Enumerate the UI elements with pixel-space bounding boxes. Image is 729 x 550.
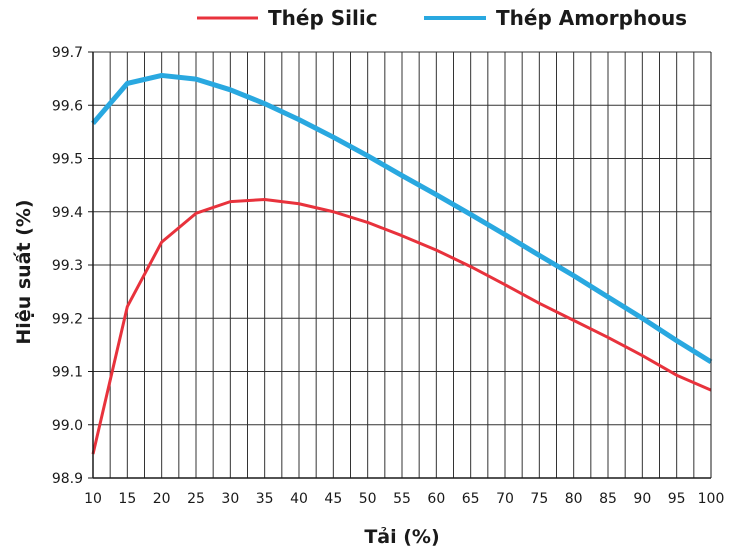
x-tick-label: 95 xyxy=(668,491,686,507)
y-tick-label: 99.3 xyxy=(52,258,83,274)
x-tick-label: 20 xyxy=(153,491,171,507)
legend: Thép Silic Thép Amorphous xyxy=(197,6,687,30)
x-tick-label: 85 xyxy=(599,491,617,507)
x-tick-label: 75 xyxy=(530,491,548,507)
legend-label-thep-silic: Thép Silic xyxy=(268,6,378,30)
x-tick-label: 25 xyxy=(187,491,205,507)
y-tick-label: 99.5 xyxy=(52,152,83,168)
y-tick-label: 99.0 xyxy=(52,418,83,434)
x-tick-label: 35 xyxy=(256,491,274,507)
x-tick-label: 40 xyxy=(290,491,308,507)
y-tick-label: 99.1 xyxy=(52,365,83,381)
series-line-thep-silic xyxy=(91,198,712,455)
x-tick-label: 45 xyxy=(324,491,342,507)
x-tick-label: 10 xyxy=(84,491,102,507)
y-tick-label: 98.9 xyxy=(52,471,83,487)
series-lines xyxy=(91,72,713,455)
x-tick-label: 70 xyxy=(496,491,514,507)
x-tick-label: 30 xyxy=(221,491,239,507)
y-tick-label: 99.6 xyxy=(52,98,83,114)
x-tick-label: 50 xyxy=(359,491,377,507)
x-tick-label: 90 xyxy=(633,491,651,507)
series-line-thep-amorphous xyxy=(91,72,713,365)
y-axis-title: Hiệu suất (%) xyxy=(12,199,35,344)
x-tick-label: 100 xyxy=(698,491,725,507)
x-tick-label: 55 xyxy=(393,491,411,507)
y-tick-labels: 98.9 99.0 99.1 99.2 99.3 99.4 99.5 99.6 99.7 xyxy=(52,45,83,487)
x-tick-label: 60 xyxy=(427,491,445,507)
x-axis-title: Tải (%) xyxy=(364,526,439,548)
x-tick-label: 15 xyxy=(118,491,136,507)
y-tick-label: 99.7 xyxy=(52,45,83,61)
y-tick-label: 99.4 xyxy=(52,205,83,221)
x-tick-labels: 10 15 20 25 30 35 40 45 50 55 60 65 70 75 80 85 90 95 100 xyxy=(84,491,724,507)
x-tick-label: 80 xyxy=(565,491,583,507)
y-tick-label: 99.2 xyxy=(52,311,83,327)
legend-label-thep-amorphous: Thép Amorphous xyxy=(496,6,687,30)
axes xyxy=(88,51,712,479)
gridlines xyxy=(93,51,711,478)
x-tick-label: 65 xyxy=(462,491,480,507)
